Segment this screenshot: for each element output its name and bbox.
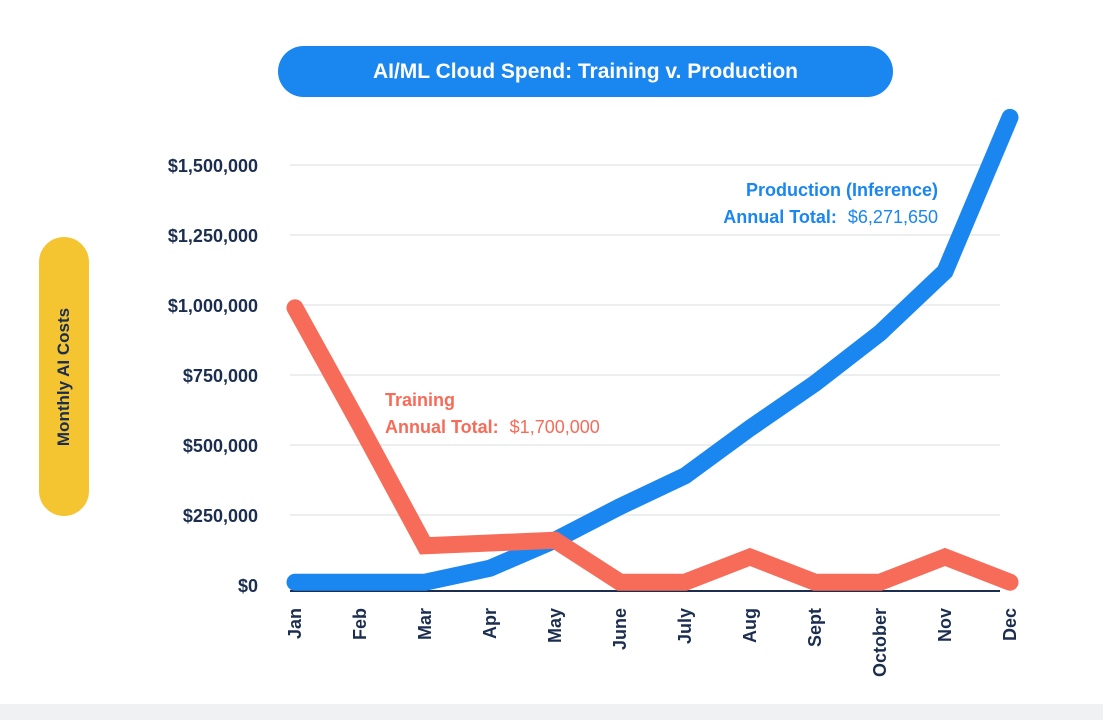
training-total-value: $1,700,000 [510,417,600,437]
x-tick-label: June [610,608,630,650]
y-tick-label: $1,000,000 [168,296,258,316]
y-tick-label: $1,250,000 [168,226,258,246]
y-tick-label: $0 [238,576,258,596]
x-tick-label: Nov [935,608,955,642]
x-tick-label: Mar [415,608,435,640]
training-series-label: Training [385,390,455,410]
footer-band [0,704,1103,720]
x-tick-label: July [675,608,695,644]
y-axis-label-pill: Monthly AI Costs [39,237,89,516]
x-tick-label: Dec [1000,608,1020,641]
x-tick-label: Aug [740,608,760,643]
training-annual-total: Annual Total: $1,700,000 [385,417,600,437]
production-total-label: Annual Total: [723,207,837,227]
y-tick-label: $1,500,000 [168,156,258,176]
y-tick-labels: $0 $250,000 $500,000 $750,000 $1,000,000 $1,2… [168,156,258,596]
production-annual-total: Annual Total: $6,271,650 [723,207,938,227]
x-tick-label: Sept [805,608,825,647]
x-tick-label: May [545,608,565,643]
x-tick-label: Apr [480,608,500,639]
x-tick-labels: Jan Feb Mar Apr May June July Aug Sept October Nov… [285,608,1020,677]
production-series-label: Production (Inference) [746,180,938,200]
training-series-line [286,299,1019,591]
y-tick-label: $500,000 [183,436,258,456]
series-lines [286,108,1019,591]
training-total-label: Annual Total: [385,417,499,437]
y-tick-label: $250,000 [183,506,258,526]
production-total-value: $6,271,650 [848,207,938,227]
y-tick-label: $750,000 [183,366,258,386]
x-tick-label: Feb [350,608,370,640]
x-tick-label: Jan [285,608,305,639]
production-series-line [286,108,1019,591]
gridlines [290,164,1000,592]
x-tick-label: October [870,608,890,677]
chart-title: AI/ML Cloud Spend: Training v. Productio… [278,46,893,97]
